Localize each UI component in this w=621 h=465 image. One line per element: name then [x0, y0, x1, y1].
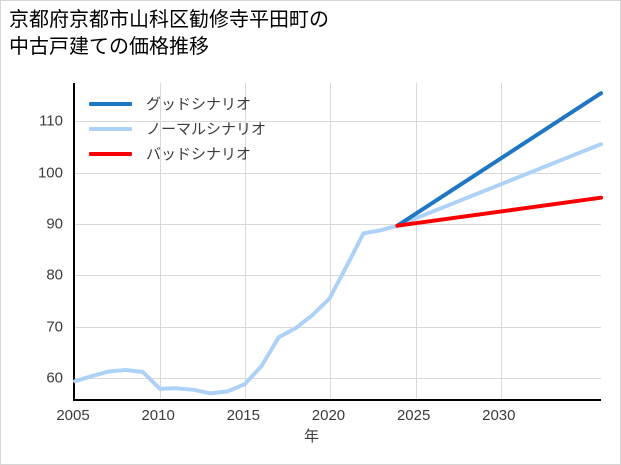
gridline-vertical [330, 83, 332, 399]
series-canvas [73, 91, 603, 396]
gridline-vertical [160, 83, 162, 399]
legend-item[interactable]: ノーマルシナリオ [89, 116, 339, 141]
x-tick-label: 2010 [141, 407, 175, 424]
y-tick-label: 80 [46, 266, 63, 284]
y-tick-label: 60 [46, 369, 63, 387]
legend-color-swatch [89, 126, 132, 131]
legend-color-swatch [89, 101, 132, 106]
legend-item[interactable]: バッドシナリオ [89, 141, 339, 166]
series-line [395, 195, 603, 228]
gridline-vertical [415, 83, 417, 399]
gridline-horizontal [75, 377, 601, 379]
legend-label: ノーマルシナリオ [146, 121, 267, 138]
chart-title: 京都府京都市山科区勧修寺平田町の 中古戸建ての価格推移 [9, 9, 329, 58]
gridline-horizontal [75, 275, 601, 277]
x-tick-label: 2025 [396, 407, 431, 424]
x-tick-label: 2020 [311, 407, 346, 424]
legend-color-swatch [89, 151, 132, 156]
x-tick-label: 2030 [482, 407, 516, 424]
legend-label: グッドシナリオ [146, 96, 252, 113]
gridline-vertical [245, 83, 247, 399]
y-tick-label: 90 [46, 215, 63, 233]
plot-area [73, 83, 603, 401]
gridline-horizontal [75, 326, 601, 328]
x-tick-label: 2005 [56, 407, 90, 424]
gridline-vertical [500, 83, 502, 399]
legend-item[interactable]: グッドシナリオ [89, 91, 339, 116]
legend-label: バッドシナリオ [146, 146, 252, 163]
y-tick-label: 70 [46, 318, 63, 336]
gridline-horizontal [75, 224, 601, 226]
y-tick-label: 100 [37, 164, 63, 182]
series-line [73, 142, 603, 396]
x-tick-label: 2015 [226, 407, 260, 424]
x-axis-label: 年 [303, 428, 319, 445]
gridline-horizontal [75, 121, 601, 123]
gridline-horizontal [75, 172, 601, 174]
series-line [395, 91, 603, 228]
y-tick-label: 110 [39, 112, 63, 130]
chart-legend: グッドシナリオ ノーマルシナリオ バッドシナリオ [89, 91, 339, 166]
